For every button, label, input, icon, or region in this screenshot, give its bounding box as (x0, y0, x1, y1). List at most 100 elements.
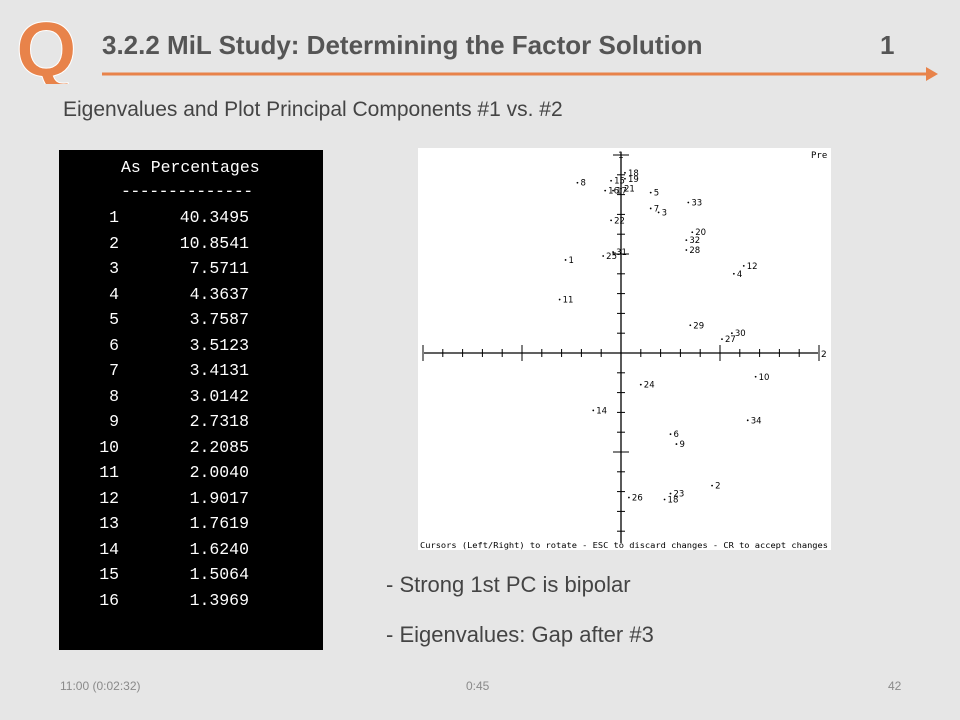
data-point (639, 383, 642, 386)
data-point (628, 496, 630, 499)
data-point (610, 219, 612, 222)
data-point-label: 23 (674, 490, 685, 500)
data-point-label: 14 (596, 406, 607, 416)
data-point (649, 207, 652, 210)
data-point-label: 12 (747, 262, 758, 272)
y-axis-end-label: 1 (618, 151, 624, 161)
eigenvalue-index: 1 (109, 208, 119, 227)
eigenvalue-index: 6 (109, 335, 119, 355)
bullet-gap: - Eigenvalues: Gap after #3 (386, 622, 654, 647)
data-point (612, 251, 614, 253)
data-point (657, 211, 660, 214)
data-point-label: 17 (616, 187, 627, 197)
data-point (649, 191, 652, 194)
data-point-label: 21 (624, 185, 635, 195)
data-point-label: 31 (616, 248, 627, 258)
eigenvalue-index: 7 (109, 361, 119, 380)
plot-corner-text: Pre (811, 151, 827, 161)
q-logo: Q (16, 14, 78, 84)
data-point-label: 16 (608, 187, 619, 197)
eigenvalue-percentage: 1.7619 (189, 514, 249, 533)
data-point (721, 338, 723, 341)
data-point-label: 27 (725, 335, 736, 345)
slide-subtitle: Eigenvalues and Plot Principal Component… (63, 98, 563, 121)
data-point-label: 2 (715, 482, 720, 492)
eigenvalue-table-header: As Percentages (121, 158, 260, 177)
data-point-label: 15 (614, 177, 625, 187)
data-point-label: 29 (693, 321, 704, 331)
eigenvalue-percentage: 4.3637 (189, 284, 249, 304)
data-point (612, 189, 614, 192)
pc-scatter-plot: 2 1 Pre 18 8 15 19 16 17 21 5 33 7 3 22 20 32 28 1 25 31 12 4 1… (418, 148, 831, 550)
eigenvalue-percentage: 40.3495 (179, 208, 249, 227)
slide-title: 3.2.2 MiL Study: Determining the Factor … (102, 30, 703, 60)
data-point-label: 26 (632, 494, 643, 504)
bullet-bipolar: - Strong 1st PC is bipolar (386, 572, 631, 597)
data-point-label: 25 (606, 252, 617, 262)
eigenvalue-percentage: 1.9017 (189, 488, 249, 508)
data-point-label: 6 (674, 430, 679, 440)
title-underline-arrow (102, 67, 938, 81)
data-point (754, 375, 757, 378)
eigenvalue-percentage: 2.2085 (189, 437, 249, 457)
data-point (592, 409, 595, 412)
q-logo-letter: Q (16, 14, 77, 84)
eigenvalue-index: 13 (99, 514, 119, 533)
eigenvalue-index: 10 (99, 437, 119, 457)
data-point-label: 7 (654, 204, 659, 214)
data-point-label: 20 (695, 228, 706, 238)
data-point-label: 22 (614, 216, 625, 226)
eigenvalue-index: 9 (109, 412, 119, 431)
eigenvalue-percentage: 1.6240 (189, 539, 249, 559)
eigenvalue-percentage: 2.7318 (189, 412, 249, 431)
data-point (602, 255, 605, 257)
footer-page-number: 42 (888, 679, 902, 693)
data-point-label: 9 (679, 440, 684, 450)
data-point (732, 272, 735, 275)
data-point-label: 18 (668, 496, 679, 506)
data-point-label: 10 (759, 373, 770, 383)
data-point (564, 259, 567, 261)
eigenvalue-table-divider: -------------- (121, 182, 253, 201)
eigenvalue-percentage: 2.0040 (189, 463, 249, 482)
data-point (663, 498, 666, 501)
eigenvalue-table: As Percentages -------------- 1 40.3495 2 1… (59, 150, 323, 650)
eigenvalue-index: 14 (99, 539, 119, 559)
data-point (576, 181, 579, 184)
eigenvalue-percentage: 3.0142 (189, 386, 249, 406)
data-point (610, 179, 612, 182)
eigenvalue-index: 5 (109, 310, 119, 329)
data-point (685, 239, 688, 242)
data-point-label: 33 (691, 199, 702, 209)
data-point-label: 5 (654, 189, 659, 199)
eigenvalue-percentage: 3.4131 (189, 361, 249, 380)
eigenvalue-index: 16 (99, 590, 119, 610)
eigenvalue-percentage: 1.5064 (189, 565, 249, 584)
data-point (689, 324, 692, 327)
plot-status-line: Cursors (Left/Right) to rotate - ESC to … (420, 541, 828, 550)
data-point (685, 249, 688, 251)
data-point (742, 264, 745, 267)
data-point-label: 18 (628, 169, 639, 179)
data-point (624, 171, 626, 174)
data-point (746, 419, 749, 422)
data-point (675, 443, 678, 445)
data-point (669, 433, 672, 436)
data-point (558, 298, 561, 301)
data-point-label: 8 (580, 179, 585, 189)
eigenvalue-index: 11 (99, 463, 119, 482)
x-axis-end-label: 2 (821, 350, 827, 360)
eigenvalue-percentage: 3.5123 (189, 335, 249, 355)
eigenvalue-index: 15 (99, 565, 119, 584)
data-point (711, 484, 713, 487)
eigenvalue-percentage: 1.3969 (189, 590, 249, 610)
data-point (691, 231, 694, 234)
eigenvalue-percentage: 10.8541 (179, 233, 249, 253)
eigenvalue-index: 12 (99, 488, 119, 508)
data-point-label: 28 (689, 246, 700, 256)
data-point-label: 3 (662, 208, 667, 218)
data-point-label: 34 (751, 416, 762, 426)
footer-elapsed: 0:45 (466, 679, 490, 693)
data-point-label: 19 (628, 175, 639, 185)
data-point-label: 24 (644, 381, 655, 391)
